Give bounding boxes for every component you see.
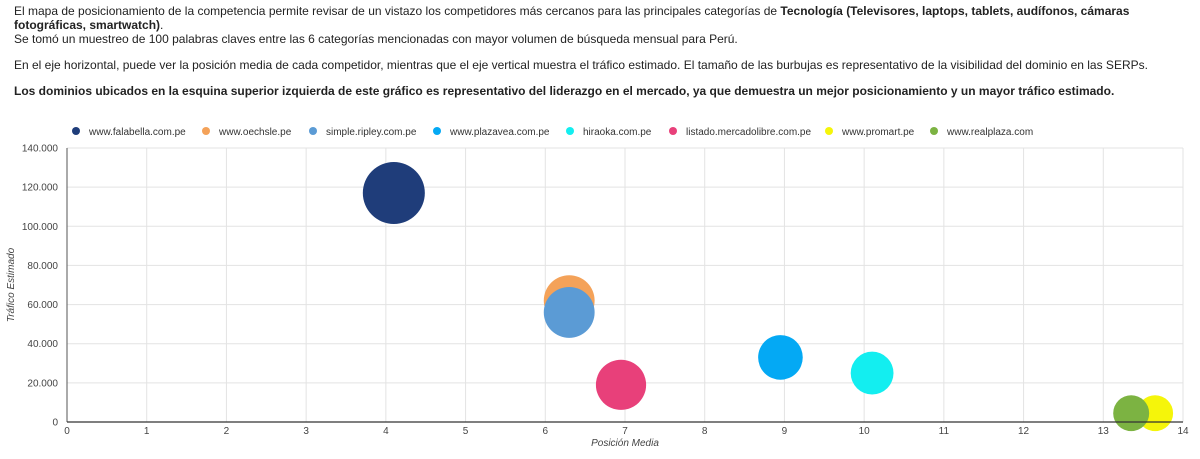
intro-paragraph-2: Se tomó un muestreo de 100 palabras clav…	[14, 32, 738, 46]
legend-item: www.oechsle.pe	[202, 127, 292, 138]
legend-marker	[309, 127, 317, 135]
y-tick-label: 0	[52, 418, 58, 429]
legend-item: listado.mercadolibre.com.pe	[669, 127, 811, 138]
y-tick-label: 120.000	[22, 183, 59, 194]
x-tick-label: 10	[859, 426, 871, 437]
category-highlight: Tecnología (Televisores, laptops, tablet…	[14, 4, 1130, 32]
x-tick-label: 9	[782, 426, 788, 437]
legend-item: hiraoka.com.pe	[566, 127, 652, 138]
intro-text: El mapa de posicionamiento de la compete…	[14, 4, 1194, 98]
y-tick-label: 60.000	[27, 300, 58, 311]
chart-bubbles	[362, 162, 1174, 432]
y-tick-label: 20.000	[27, 378, 58, 389]
legend-label: simple.ripley.com.pe	[326, 127, 417, 138]
x-tick-label: 4	[383, 426, 389, 437]
legend-marker	[202, 127, 210, 135]
x-tick-label: 13	[1098, 426, 1110, 437]
x-tick-label: 6	[543, 426, 549, 437]
bubble-listado-mercadolibre-com-pe	[595, 359, 647, 410]
bubble-www-falabella-com-pe	[362, 162, 425, 225]
x-tick-label: 11	[939, 426, 950, 437]
legend-item: www.realplaza.com	[930, 127, 1033, 138]
bubble-hiraoka-com-pe	[850, 351, 894, 395]
legend-label: www.falabella.com.pe	[88, 127, 186, 138]
intro-paragraph-3: En el eje horizontal, puede ver la posic…	[14, 58, 1148, 72]
legend-item: www.promart.pe	[825, 127, 915, 138]
axis-labels: 0 1 2 3 4 5 6 7 8 9 10 11 12 13 14020.00040.00060.0008…	[6, 144, 1189, 450]
legend-item: simple.ripley.com.pe	[309, 127, 417, 138]
intro-paragraph-1: El mapa de posicionamiento de la compete…	[14, 4, 1130, 32]
chart-legend: www.falabella.com.pe www.oechsle.pe simple…	[72, 127, 1033, 138]
legend-marker	[72, 127, 80, 135]
y-tick-label: 100.000	[22, 222, 59, 233]
x-tick-label: 1	[144, 426, 150, 437]
legend-marker	[930, 127, 938, 135]
legend-item: www.falabella.com.pe	[72, 127, 186, 138]
y-axis-title: Tráfico Estimado	[6, 247, 17, 322]
chart-axes	[66, 148, 1183, 423]
legend-marker	[825, 127, 833, 135]
intro-paragraph-4: Los dominios ubicados en la esquina supe…	[14, 84, 1115, 98]
x-tick-label: 2	[224, 426, 230, 437]
bubble-www-realplaza-com	[1113, 395, 1150, 432]
legend-label: www.plazavea.com.pe	[449, 127, 550, 138]
y-tick-label: 80.000	[27, 261, 58, 272]
legend-label: www.promart.pe	[841, 127, 915, 138]
legend-label: listado.mercadolibre.com.pe	[686, 127, 811, 138]
x-tick-label: 12	[1018, 426, 1030, 437]
legend-marker	[433, 127, 441, 135]
legend-label: hiraoka.com.pe	[583, 127, 652, 138]
legend-label: www.realplaza.com	[946, 127, 1033, 138]
x-tick-label: 5	[463, 426, 469, 437]
y-tick-label: 40.000	[27, 339, 58, 350]
x-tick-label: 0	[64, 426, 70, 437]
bubble-simple-ripley-com-pe	[543, 286, 595, 338]
bubble-chart: www.falabella.com.pe www.oechsle.pe simple…	[6, 127, 1189, 450]
y-tick-label: 140.000	[22, 144, 59, 155]
legend-marker	[669, 127, 677, 135]
x-tick-label: 3	[303, 426, 309, 437]
x-tick-label: 14	[1177, 426, 1189, 437]
x-axis-title: Posición Media	[591, 438, 659, 449]
legend-marker	[566, 127, 574, 135]
bubble-www-plazavea-com-pe	[758, 335, 803, 380]
chart-grid	[67, 147, 1184, 422]
x-tick-label: 7	[622, 426, 628, 437]
legend-item: www.plazavea.com.pe	[433, 127, 550, 138]
x-tick-label: 8	[702, 426, 708, 437]
legend-label: www.oechsle.pe	[218, 127, 292, 138]
